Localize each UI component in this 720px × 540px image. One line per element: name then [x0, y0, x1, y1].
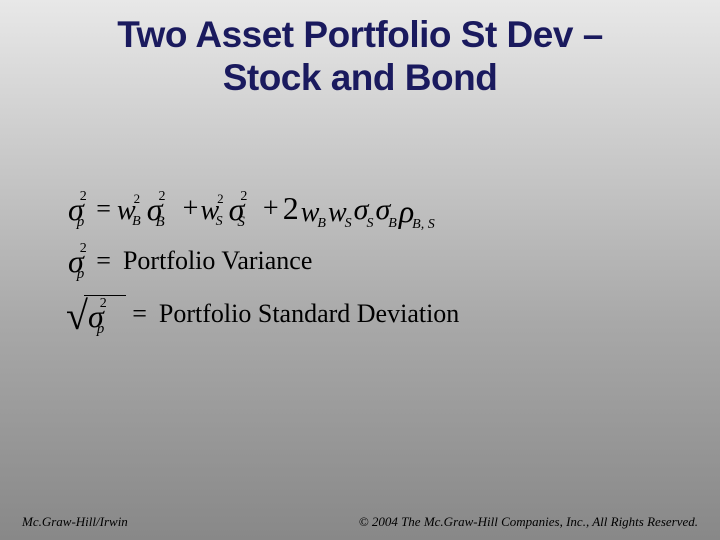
sigma-p-squared: σ 2 p — [68, 245, 98, 277]
footer-right: © 2004 The Mc.Graw-Hill Companies, Inc.,… — [359, 514, 698, 530]
cross-term: 2 w B w S σ S σ B ρ B, S — [281, 190, 437, 227]
slide: Two Asset Portfolio St Dev – Stock and B… — [0, 0, 720, 540]
variance-label: Portfolio Variance — [123, 246, 312, 276]
equals-sign: = — [96, 246, 111, 276]
footer-left: Mc.Graw-Hill/Irwin — [22, 514, 128, 530]
footer: Mc.Graw-Hill/Irwin © 2004 The Mc.Graw-Hi… — [0, 514, 720, 530]
equals-sign: = — [96, 194, 111, 224]
equals-sign: = — [132, 299, 147, 329]
slide-title: Two Asset Portfolio St Dev – Stock and B… — [0, 0, 720, 99]
sqrt-sigma-p-squared: √ σ 2 p — [66, 295, 126, 332]
plus-sign: + — [183, 193, 199, 225]
stdev-definition: √ σ 2 p = Portfolio Standard Deviation — [66, 295, 680, 332]
title-line-1: Two Asset Portfolio St Dev – — [117, 14, 603, 55]
plus-sign: + — [263, 193, 279, 225]
sigma-p-squared: σ 2 p — [68, 193, 98, 225]
term-ws2-ss2: w 2 S σ 2 S — [200, 193, 260, 225]
formula-block: σ 2 p = w 2 B σ 2 B + w 2 S — [66, 190, 680, 350]
variance-definition: σ 2 p = Portfolio Variance — [66, 245, 680, 277]
stdev-label: Portfolio Standard Deviation — [159, 299, 459, 329]
radical-icon: √ — [66, 300, 88, 332]
variance-formula: σ 2 p = w 2 B σ 2 B + w 2 S — [66, 190, 680, 227]
term-wb2-sb2: w 2 B σ 2 B — [117, 193, 181, 225]
title-line-2: Stock and Bond — [223, 57, 498, 98]
